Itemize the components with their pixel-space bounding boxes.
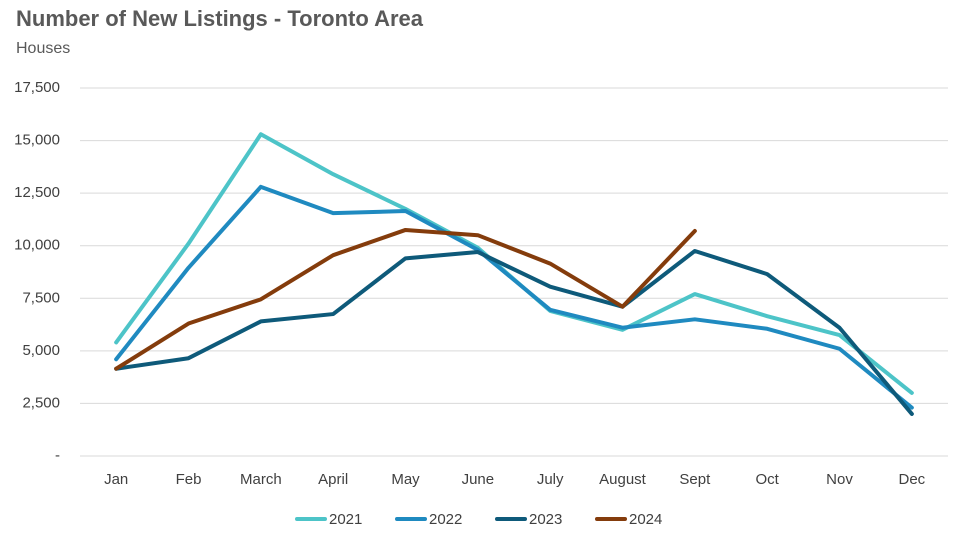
legend-label: 2021: [329, 511, 362, 528]
line-series: [114, 184, 914, 410]
y-tick-label: 12,500: [14, 184, 60, 201]
x-tick-label: June: [462, 471, 495, 488]
y-tick-label: 2,500: [22, 394, 60, 411]
x-tick-label: Jan: [104, 471, 128, 488]
y-tick-label: 15,000: [14, 132, 60, 149]
x-tick-label: Dec: [898, 471, 925, 488]
chart-title: Number of New Listings - Toronto Area: [16, 6, 424, 31]
line-series: [114, 132, 914, 395]
x-tick-label: Oct: [755, 471, 779, 488]
legend-label: 2022: [429, 511, 462, 528]
line-series: [114, 248, 914, 416]
x-tick-label: March: [240, 471, 282, 488]
y-tick-label: 17,500: [14, 79, 60, 96]
y-tick-label: -: [55, 447, 60, 464]
x-tick-label: Feb: [176, 471, 202, 488]
line-series: [114, 227, 697, 371]
y-tick-label: 7,500: [22, 289, 60, 306]
chart-subtitle: Houses: [16, 40, 70, 57]
x-tick-label: July: [537, 471, 564, 488]
y-tick-label: 10,000: [14, 237, 60, 254]
legend-label: 2024: [629, 511, 662, 528]
x-tick-label: May: [391, 471, 420, 488]
legend-label: 2023: [529, 511, 562, 528]
x-tick-label: August: [599, 471, 647, 488]
x-tick-label: Nov: [826, 471, 853, 488]
y-tick-label: 5,000: [22, 342, 60, 359]
x-tick-label: April: [318, 471, 348, 488]
x-tick-label: Sept: [679, 471, 711, 488]
